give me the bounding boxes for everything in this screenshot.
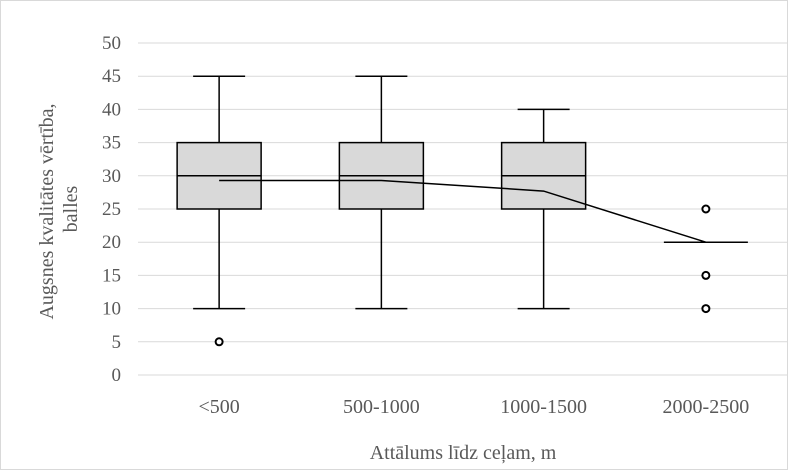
outlier-points (214, 204, 711, 347)
box-3 (500, 108, 587, 310)
box-series (176, 75, 748, 310)
y-axis-label-line-1: Augsnes kvalitātes vērtība, (36, 103, 58, 319)
outlier-point (214, 337, 224, 347)
y-tick-label: 30 (102, 166, 121, 187)
x-tick-label: 1000-1500 (500, 396, 587, 418)
y-axis-label-line-2: balles (60, 185, 82, 232)
y-tick-label: 10 (102, 299, 121, 320)
x-tick-label: <500 (198, 396, 239, 418)
y-tick-label: 0 (112, 365, 122, 386)
y-tick-label: 35 (102, 133, 121, 154)
y-axis-label: Augsnes kvalitātes vērtība, balles (36, 98, 82, 319)
mean-line (219, 179, 707, 243)
y-tick-label: 50 (102, 33, 121, 54)
box-2 (338, 75, 425, 310)
x-tick-labels: <500 500-1000 1000-1500 2000-2500 (198, 396, 749, 418)
y-tick-label: 15 (102, 265, 121, 286)
x-tick-label: 2000-2500 (663, 396, 750, 418)
box-1 (176, 75, 262, 310)
x-tick-label: 500-1000 (343, 396, 420, 418)
y-tick-label: 40 (102, 99, 121, 120)
outlier-point (701, 270, 711, 280)
y-tick-label: 5 (112, 332, 122, 353)
y-tick-label: 20 (102, 232, 121, 253)
outlier-point (701, 204, 711, 214)
x-axis-label: Attālums līdz ceļam, m (370, 442, 557, 464)
y-tick-labels: 0 5 10 15 20 25 30 35 40 45 50 (102, 33, 121, 386)
y-tick-label: 45 (102, 66, 121, 87)
outlier-point (701, 304, 711, 314)
y-tick-label: 25 (102, 199, 121, 220)
